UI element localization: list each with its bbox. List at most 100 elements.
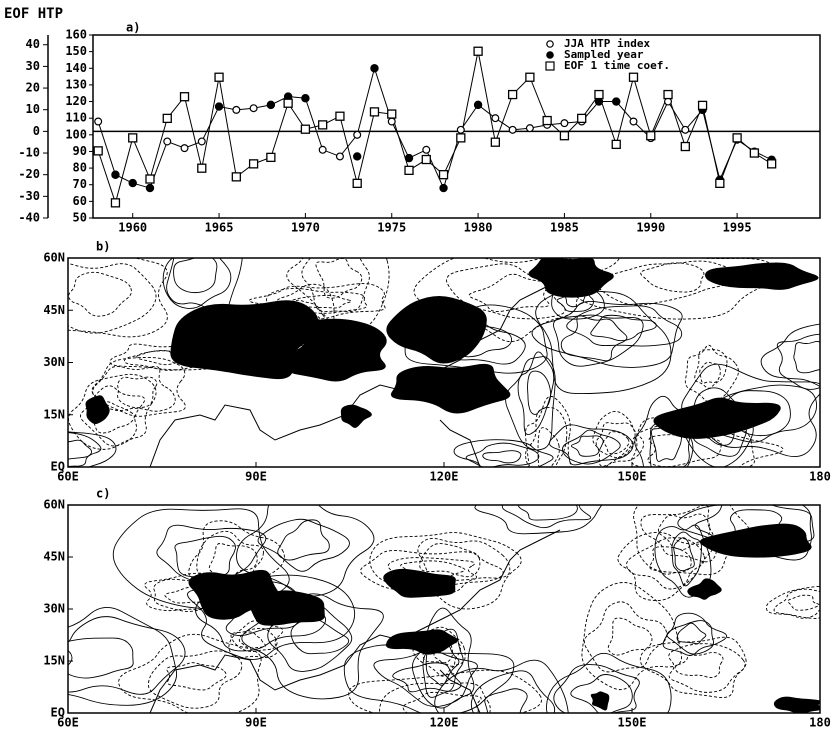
y2-tick-label: 90 — [73, 144, 87, 158]
contour — [412, 626, 466, 677]
y-tick-label: 15N — [43, 654, 65, 668]
contour — [68, 373, 157, 450]
contour — [662, 612, 728, 656]
y-tick-label: 45N — [43, 303, 65, 317]
contour — [560, 315, 628, 362]
shaded-region — [282, 318, 387, 382]
contour — [166, 662, 227, 691]
contour — [603, 431, 630, 455]
contour — [640, 505, 718, 563]
data-point — [628, 72, 639, 82]
data-point — [128, 133, 138, 143]
contour — [773, 588, 820, 619]
contour — [290, 294, 352, 309]
shaded-region — [653, 397, 781, 439]
shaded-region — [687, 578, 722, 600]
contour — [68, 607, 178, 706]
y-tick-label: EQ — [51, 706, 65, 720]
data-point — [162, 113, 172, 124]
contour — [68, 258, 168, 338]
data-point — [612, 97, 621, 106]
map-field — [68, 258, 820, 467]
data-point — [422, 145, 431, 154]
y-tick-label: 45N — [43, 550, 65, 564]
contour — [174, 535, 236, 578]
contour — [156, 524, 267, 584]
contour — [517, 351, 555, 436]
data-point — [439, 183, 448, 193]
y2-tick-label: 70 — [73, 177, 87, 191]
shaded-region — [340, 404, 372, 428]
contour — [241, 593, 384, 700]
contour — [80, 385, 146, 447]
data-point — [715, 178, 725, 188]
contour — [286, 258, 390, 332]
data-point — [249, 104, 258, 113]
contour — [787, 594, 820, 611]
contour — [236, 505, 375, 597]
shaded-region — [385, 629, 458, 655]
data-point — [370, 64, 379, 73]
series-line — [97, 51, 772, 205]
y-tick-label: -20 — [18, 167, 40, 181]
contour — [404, 304, 548, 374]
shaded-region — [85, 395, 110, 425]
contour — [535, 290, 672, 394]
legend-label: Sampled year — [564, 48, 644, 61]
y2-tick-label: 160 — [65, 28, 87, 42]
y-tick-label: -40 — [18, 211, 40, 225]
data-point — [629, 117, 638, 126]
data-point — [387, 109, 397, 119]
y2-tick-label: 130 — [65, 77, 87, 91]
contour — [68, 432, 102, 467]
contour — [524, 395, 572, 467]
data-point — [335, 152, 344, 161]
data-point — [318, 120, 328, 130]
contour — [527, 370, 552, 415]
contour — [633, 505, 750, 576]
contour — [607, 617, 653, 656]
y-tick-label: 10 — [26, 102, 40, 116]
contour — [422, 628, 464, 698]
contour — [68, 637, 134, 679]
shaded-region — [383, 568, 456, 598]
data-point — [231, 172, 241, 182]
contour — [465, 442, 540, 467]
data-point — [232, 105, 241, 114]
contour — [546, 652, 672, 713]
contour — [434, 659, 569, 713]
contour — [482, 450, 522, 464]
contour — [548, 424, 634, 466]
x-tick-label: 180 — [809, 716, 831, 730]
y2-tick-label: 110 — [65, 111, 87, 125]
y-tick-label: 15N — [43, 407, 65, 421]
y2-tick-label: 60 — [73, 194, 87, 208]
contour — [765, 585, 820, 619]
panel-label: b) — [96, 240, 110, 254]
contour — [68, 616, 186, 695]
legend-marker — [546, 51, 554, 59]
legend-label: EOF 1 time coef. — [564, 59, 670, 72]
map-field — [68, 505, 820, 713]
y2-tick-label: 100 — [65, 127, 87, 141]
data-point — [214, 72, 224, 82]
y2-tick-label: 50 — [73, 211, 87, 225]
coastline — [149, 529, 561, 713]
data-point — [473, 46, 483, 56]
y-tick-label: 30N — [43, 355, 65, 369]
y-tick-label: -30 — [18, 189, 40, 203]
data-point — [559, 131, 570, 141]
data-point — [163, 137, 172, 146]
legend-marker — [546, 40, 554, 48]
data-point — [456, 133, 466, 143]
data-point — [197, 137, 206, 146]
x-tick-label: 1980 — [464, 221, 493, 235]
y-tick-label: 30 — [26, 59, 40, 73]
data-point — [145, 174, 155, 184]
contour — [379, 682, 491, 713]
contour — [531, 300, 683, 368]
chart-title: EOF HTP — [4, 6, 63, 22]
data-point — [507, 89, 518, 100]
plot-frame — [92, 34, 821, 219]
